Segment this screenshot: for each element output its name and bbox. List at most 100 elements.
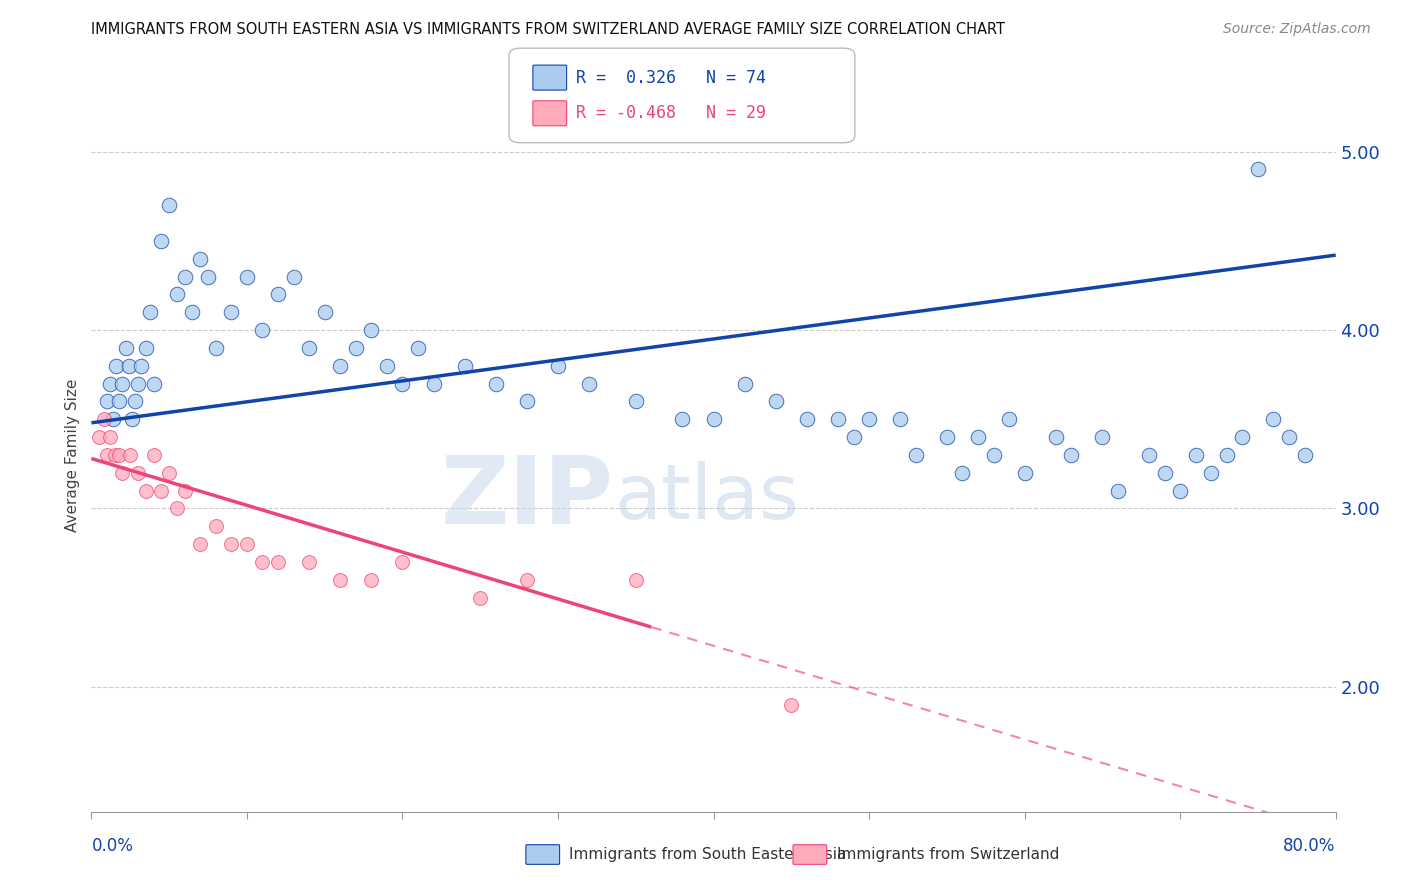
Point (578, 376, 600, 391)
Point (111, 466, 134, 480)
Text: ZIP: ZIP (441, 451, 614, 544)
Point (1153, 466, 1175, 480)
Point (98, 376, 121, 391)
Point (142, 376, 165, 391)
Point (470, 591, 492, 605)
Point (1294, 448, 1316, 462)
Point (950, 466, 973, 480)
Point (796, 412, 818, 426)
Point (842, 430, 865, 444)
Point (205, 341, 228, 355)
Point (101, 412, 124, 426)
Point (267, 287, 290, 301)
Point (197, 269, 219, 284)
Point (252, 555, 274, 569)
Point (904, 448, 927, 462)
Point (221, 305, 243, 319)
Point (121, 412, 143, 426)
Point (173, 269, 195, 284)
Point (453, 359, 475, 373)
Point (624, 573, 647, 587)
Point (1263, 412, 1285, 426)
Point (516, 573, 538, 587)
Point (108, 448, 131, 462)
Point (406, 341, 429, 355)
Point (1278, 430, 1301, 444)
Text: 80.0%: 80.0% (1284, 837, 1336, 855)
Point (827, 412, 849, 426)
Point (252, 323, 274, 337)
Text: R =  0.326   N = 74: R = 0.326 N = 74 (576, 69, 766, 87)
Point (1045, 430, 1067, 444)
Point (205, 519, 228, 533)
Point (188, 252, 211, 266)
Text: 0.0%: 0.0% (91, 837, 134, 855)
Point (98, 430, 121, 444)
Point (157, 198, 180, 212)
Point (765, 394, 787, 409)
Point (135, 341, 157, 355)
Text: atlas: atlas (614, 461, 799, 534)
Point (391, 376, 413, 391)
Point (1216, 448, 1239, 462)
Y-axis label: Average Family Size: Average Family Size (65, 378, 80, 532)
Point (135, 483, 157, 498)
Point (314, 305, 336, 319)
Point (93, 412, 115, 426)
Point (1232, 430, 1254, 444)
Text: Immigrants from South Eastern Asia: Immigrants from South Eastern Asia (569, 847, 846, 862)
Point (188, 537, 211, 551)
Point (139, 305, 162, 319)
Point (1137, 448, 1160, 462)
Point (702, 412, 725, 426)
Point (485, 376, 508, 391)
Point (329, 573, 352, 587)
Point (998, 412, 1021, 426)
Point (111, 376, 134, 391)
Point (150, 234, 173, 248)
Point (127, 466, 149, 480)
Point (780, 698, 803, 712)
Point (734, 376, 756, 391)
Point (935, 430, 957, 444)
Point (1060, 448, 1083, 462)
Point (1247, 162, 1270, 177)
Point (104, 448, 127, 462)
Point (173, 483, 195, 498)
Point (236, 269, 259, 284)
Point (166, 287, 188, 301)
Point (236, 537, 259, 551)
Point (858, 412, 880, 426)
Point (157, 466, 180, 480)
Point (127, 376, 149, 391)
Point (1168, 483, 1191, 498)
Point (298, 341, 321, 355)
Text: Source: ZipAtlas.com: Source: ZipAtlas.com (1223, 22, 1371, 37)
Point (96, 448, 118, 462)
Point (142, 448, 165, 462)
Point (120, 448, 142, 462)
Text: IMMIGRANTS FROM SOUTH EASTERN ASIA VS IMMIGRANTS FROM SWITZERLAND AVERAGE FAMILY: IMMIGRANTS FROM SOUTH EASTERN ASIA VS IM… (91, 22, 1005, 37)
Point (96, 394, 118, 409)
Point (1091, 430, 1114, 444)
Point (624, 394, 647, 409)
Point (283, 269, 305, 284)
Point (1107, 483, 1129, 498)
Point (129, 359, 152, 373)
Point (89, 430, 111, 444)
Point (360, 323, 382, 337)
Point (1014, 466, 1036, 480)
Point (221, 537, 243, 551)
Point (360, 573, 382, 587)
Point (329, 359, 352, 373)
Point (375, 359, 398, 373)
Point (114, 341, 136, 355)
Point (181, 305, 204, 319)
Text: R = -0.468   N = 29: R = -0.468 N = 29 (576, 104, 766, 122)
Point (166, 501, 188, 516)
Point (1201, 466, 1223, 480)
Point (344, 341, 367, 355)
Point (967, 430, 990, 444)
Point (105, 359, 128, 373)
Point (983, 448, 1005, 462)
